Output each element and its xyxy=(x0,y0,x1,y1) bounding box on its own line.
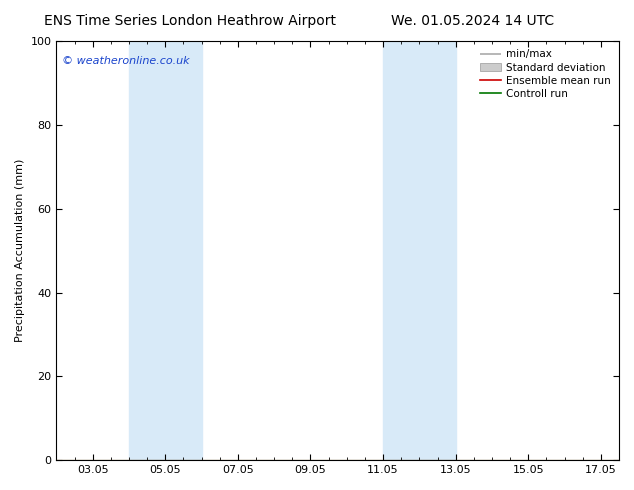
Text: ENS Time Series London Heathrow Airport: ENS Time Series London Heathrow Airport xyxy=(44,14,336,28)
Bar xyxy=(129,41,202,460)
Text: © weatheronline.co.uk: © weatheronline.co.uk xyxy=(62,56,190,66)
Text: We. 01.05.2024 14 UTC: We. 01.05.2024 14 UTC xyxy=(391,14,554,28)
Bar xyxy=(383,41,456,460)
Legend: min/max, Standard deviation, Ensemble mean run, Controll run: min/max, Standard deviation, Ensemble me… xyxy=(477,46,614,102)
Y-axis label: Precipitation Accumulation (mm): Precipitation Accumulation (mm) xyxy=(15,159,25,343)
